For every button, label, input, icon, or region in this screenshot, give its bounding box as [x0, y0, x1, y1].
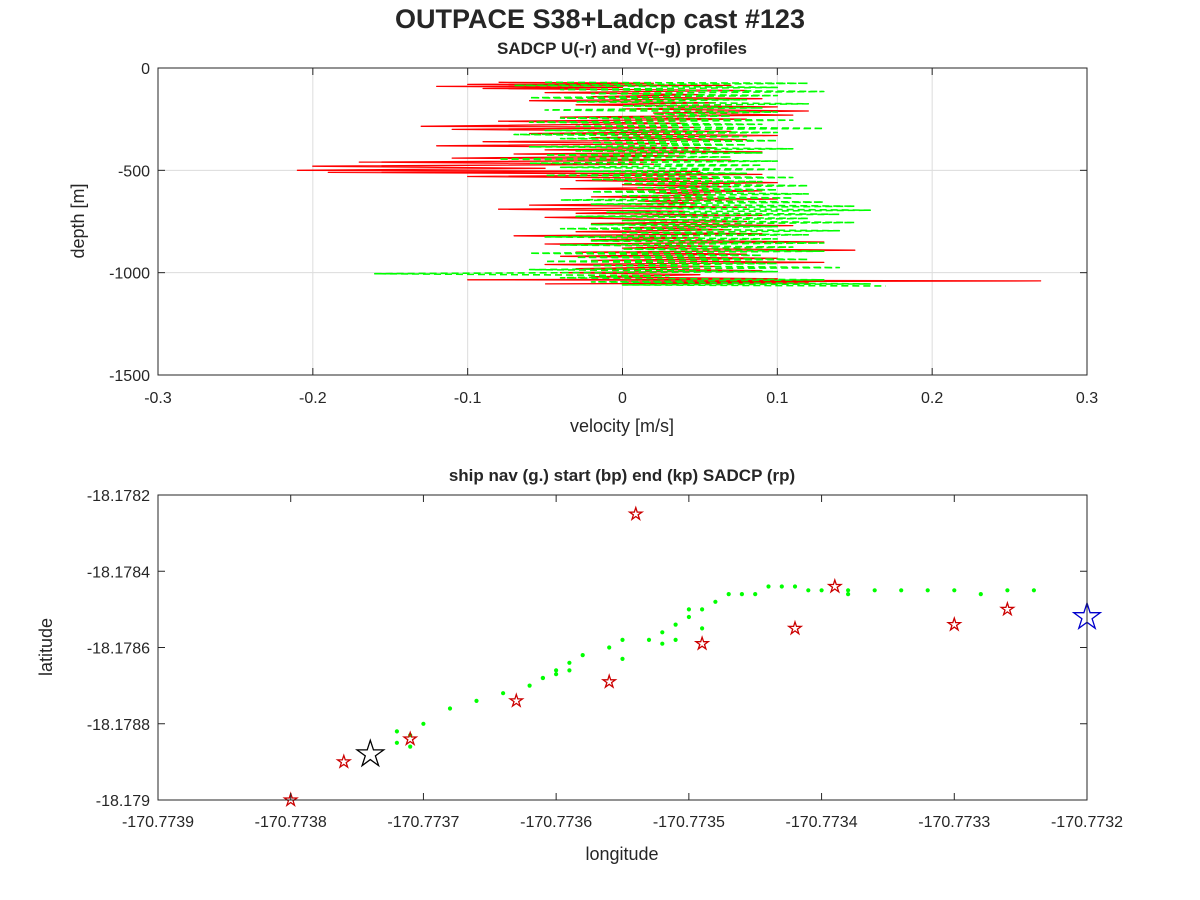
- ship-nav-point: [673, 637, 678, 643]
- sadcp-point-star: [786, 619, 804, 636]
- sadcp-point-star: [282, 791, 299, 808]
- profile-y-tick-label: 0: [141, 61, 150, 78]
- ship-nav-point: [779, 584, 784, 589]
- ship-nav-point: [1031, 588, 1036, 593]
- nav-x-tick-label: -170.7733: [918, 814, 990, 831]
- ship-nav-point: [952, 588, 957, 593]
- nav-markers: [282, 505, 1103, 808]
- profile-ticks: -0.3 -0.2 -0.1 0 0.1 0.2 0.3 0 -500 -1000 -1500: [109, 61, 1098, 407]
- profile-series: [296, 81, 1042, 287]
- nav-y-tick-label: -18.1784: [87, 564, 150, 581]
- nav-y-tick-label: -18.179: [96, 793, 150, 810]
- nav-x-tick-label: -170.7739: [122, 814, 194, 831]
- profile-y-tick-label: -1000: [109, 266, 150, 283]
- ship-nav-point: [686, 607, 692, 612]
- ship-nav-point: [1005, 588, 1010, 593]
- sadcp-point-star: [402, 730, 419, 747]
- ship-nav-point: [567, 668, 572, 673]
- profile-y-tick-label: -1500: [109, 368, 150, 385]
- ship-nav-point: [660, 630, 665, 635]
- profile-x-tick-label: -0.2: [299, 390, 327, 407]
- ship-nav-point: [673, 622, 678, 627]
- ship-nav-point: [394, 740, 399, 745]
- profile-x-tick-label: 0: [618, 390, 627, 407]
- nav-y-tick-label: -18.1782: [87, 488, 150, 505]
- profile-x-tick-label: 0.3: [1076, 390, 1098, 407]
- ship-nav-point: [554, 672, 559, 677]
- ship-nav-point: [978, 592, 983, 597]
- sadcp-point-star: [508, 692, 525, 708]
- velocity-profile-panel: SADCP U(-r) and V(--g) profiles -0.3 -0.2…: [68, 39, 1098, 436]
- sadcp-point-star: [946, 615, 963, 632]
- ship-nav-point: [408, 744, 413, 749]
- ship-nav-point: [501, 691, 506, 696]
- sadcp-point-star: [627, 505, 645, 522]
- nav-plot-area: [158, 495, 1087, 800]
- nav-y-tick-label: -18.1788: [87, 717, 150, 734]
- ship-nav-point: [567, 660, 572, 665]
- nav-x-tick-label: -170.7736: [520, 814, 592, 831]
- ship-nav-point: [726, 592, 731, 597]
- ship-nav-point: [766, 584, 771, 589]
- nav-x-tick-label: -170.7738: [255, 814, 327, 831]
- nav-ticks: -170.7739 -170.7738 -170.7737 -170.7736 -170…: [87, 488, 1123, 831]
- ship-nav-point: [806, 588, 811, 593]
- ship-nav-point: [394, 729, 399, 734]
- ship-nav-point: [925, 588, 930, 593]
- ship-nav-point: [819, 588, 824, 593]
- profile-x-tick-label: -0.1: [454, 390, 482, 407]
- profile-x-tick-label: 0.2: [921, 390, 943, 407]
- ship-nav-point: [447, 706, 453, 711]
- nav-x-tick-label: -170.7732: [1051, 814, 1123, 831]
- ship-nav-point: [646, 637, 652, 643]
- sadcp-point-star: [693, 635, 711, 651]
- start-position-star: [354, 738, 386, 768]
- nav-y-axis-label: latitude: [36, 618, 56, 676]
- nav-x-tick-label: -170.7735: [653, 814, 725, 831]
- ship-nav-point: [872, 588, 877, 593]
- ship-nav-point: [700, 626, 705, 631]
- ship-nav-point: [846, 588, 851, 593]
- ship-nav-point: [474, 698, 479, 704]
- sadcp-point-star: [600, 673, 618, 689]
- ship-nav-point: [686, 614, 692, 620]
- ship-nav-point: [554, 668, 559, 673]
- ship-nav-point: [753, 592, 758, 597]
- ship-nav-point: [527, 683, 532, 688]
- ship-nav-point: [620, 637, 625, 643]
- ship-nav-point: [792, 584, 798, 589]
- ship-nav-point: [421, 721, 426, 726]
- nav-x-axis-label: longitude: [585, 844, 658, 864]
- ship-nav-point: [660, 641, 665, 646]
- figure-title: OUTPACE S38+Ladcp cast #123: [395, 4, 805, 34]
- sadcp-point-star: [335, 753, 353, 769]
- profile-x-tick-label: 0.1: [766, 390, 788, 407]
- ship-nav-point: [580, 653, 585, 658]
- nav-x-tick-label: -170.7734: [786, 814, 858, 831]
- nav-plot-title: ship nav (g.) start (bp) end (kp) SADCP …: [449, 466, 795, 485]
- ship-nav-point: [713, 599, 718, 604]
- ship-nav-panel: ship nav (g.) start (bp) end (kp) SADCP …: [36, 466, 1123, 864]
- profile-x-axis-label: velocity [m/s]: [570, 416, 674, 436]
- profile-x-tick-label: -0.3: [144, 390, 172, 407]
- sadcp-point-star: [826, 577, 843, 594]
- ship-nav-point: [899, 588, 904, 593]
- ship-nav-point: [700, 607, 705, 612]
- ship-nav-point: [607, 645, 612, 650]
- profile-y-axis-label: depth [m]: [68, 183, 88, 258]
- ship-nav-point: [620, 656, 625, 662]
- nav-x-tick-label: -170.7737: [387, 814, 459, 831]
- v-velocity-series-line: [373, 81, 886, 287]
- nav-y-tick-label: -18.1786: [87, 641, 150, 658]
- ship-nav-point: [846, 592, 851, 597]
- ship-nav-point: [739, 592, 745, 597]
- ship-nav-point: [540, 675, 546, 681]
- sadcp-point-star: [999, 600, 1016, 617]
- profile-y-tick-label: -500: [118, 163, 150, 180]
- profile-plot-title: SADCP U(-r) and V(--g) profiles: [497, 39, 747, 58]
